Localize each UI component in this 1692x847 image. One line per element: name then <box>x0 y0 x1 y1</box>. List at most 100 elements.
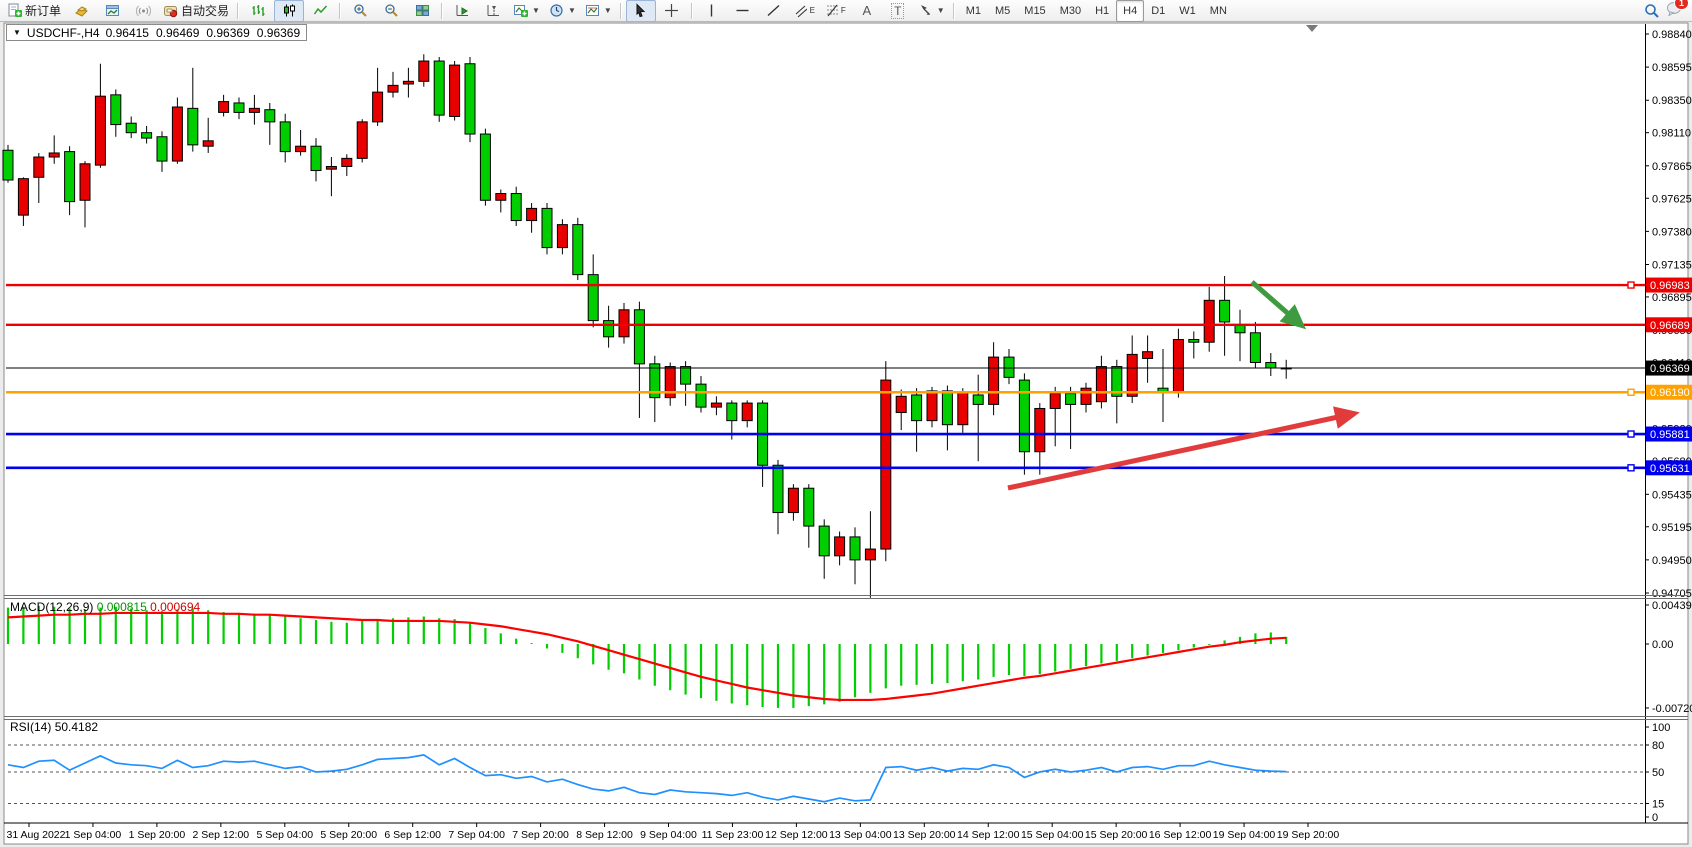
candle-body <box>218 101 230 113</box>
candle-body <box>141 132 153 139</box>
tile-windows-button[interactable] <box>407 0 437 22</box>
zoom-out-button[interactable] <box>376 0 406 22</box>
line-chart-type-button[interactable] <box>305 0 335 22</box>
price-lines[interactable]: 0.96983 0.96689 0.96369 0.96190 0.95881 0.956… <box>6 277 1692 476</box>
timeframe-H1-button[interactable]: H1 <box>1095 4 1110 17</box>
chart-shift-button[interactable] <box>478 0 508 22</box>
svg-text:80: 80 <box>1652 740 1664 752</box>
macd-name: MACD(12,26,9) <box>10 600 94 614</box>
candle-body <box>1265 362 1277 369</box>
price-badge-label: 0.96369 <box>1650 363 1690 375</box>
notifications-button[interactable]: 1 <box>1666 0 1689 21</box>
macd-signal-value: 0.000694 <box>150 600 201 614</box>
periods-button[interactable]: ▼ <box>545 0 580 22</box>
channel-tool-button[interactable]: E <box>790 0 820 22</box>
candle-body <box>649 363 661 399</box>
bar-chart-type-button[interactable] <box>243 0 273 22</box>
indicators-button[interactable]: ▼ <box>509 0 544 22</box>
candle-body <box>1249 332 1261 364</box>
autotrading-button[interactable]: 自动交易 <box>159 0 233 22</box>
timeframe-M5-button[interactable]: M5 <box>995 4 1011 17</box>
candle-body <box>772 464 784 514</box>
macd-indicator-label: MACD(12,26,9) 0.000815 0.000694 <box>10 600 200 614</box>
price-badge-label: 0.95631 <box>1650 463 1690 475</box>
cursor-tool-button[interactable] <box>625 0 656 22</box>
candle-body <box>1126 353 1138 397</box>
chart-window-button[interactable] <box>97 0 127 22</box>
zoom-in-button[interactable] <box>345 0 375 22</box>
auto-scroll-button[interactable] <box>447 0 477 22</box>
vertical-line-tool-button[interactable] <box>697 0 727 22</box>
candle-body <box>1065 393 1077 405</box>
timeframe-M30-button[interactable]: M30 <box>1059 4 1082 17</box>
vertical-line-icon <box>711 4 713 17</box>
text-tool-button[interactable]: A <box>852 0 882 22</box>
svg-text:0.96895: 0.96895 <box>1652 292 1692 304</box>
candle-body <box>94 95 106 166</box>
templates-button[interactable]: ▼ <box>581 0 616 22</box>
new-order-icon <box>8 3 22 17</box>
svg-text:0.94950: 0.94950 <box>1652 555 1692 567</box>
quotes-button[interactable] <box>66 0 96 22</box>
candle-body <box>680 366 692 385</box>
text-label-tool-button[interactable]: T <box>883 0 913 22</box>
date-label: 1 Sep 04:00 <box>65 829 122 841</box>
crosshair-tool-button[interactable] <box>657 0 687 22</box>
gold-box-icon <box>74 6 88 17</box>
price-badge-label: 0.96689 <box>1650 320 1690 332</box>
date-label: 7 Sep 20:00 <box>512 829 569 841</box>
chart-shift-icon <box>487 5 499 16</box>
arrows-tool-button[interactable]: ▼ <box>914 0 949 22</box>
timeframe-D1-button[interactable]: D1 <box>1151 4 1166 17</box>
horizontal-line-tool-button[interactable] <box>728 0 758 22</box>
timeframe-M15-button[interactable]: M15 <box>1024 4 1046 17</box>
main-toolbar: 新订单 自动交易 <box>0 0 1692 22</box>
candle-body <box>972 394 984 405</box>
candlestick-chart-type-button[interactable] <box>274 0 305 22</box>
dropdown-caret-icon: ▼ <box>567 6 576 15</box>
price-badge <box>1646 360 1692 376</box>
add-indicator-icon <box>514 5 529 17</box>
candle-body <box>726 402 738 422</box>
chart-title-bar[interactable]: ▼ USDCHF-,H4 0.96415 0.96469 0.96369 0.9… <box>6 24 308 41</box>
macd-panel: 0.004394 0.00 -0.007206 <box>6 600 1692 715</box>
signals-button[interactable] <box>128 0 158 22</box>
signal-waves-icon <box>135 5 151 17</box>
search-icon[interactable] <box>1644 3 1660 19</box>
date-label: 9 Sep 04:00 <box>640 829 697 841</box>
autotrading-label: 自动交易 <box>181 4 230 18</box>
timeframe-W1-button[interactable]: W1 <box>1179 4 1196 17</box>
fibonacci-tool-button[interactable]: F <box>821 0 851 22</box>
channel-tool-letter: E <box>809 6 815 15</box>
candle-body <box>264 109 276 123</box>
candle-body <box>248 107 260 113</box>
up-trend-arrow[interactable] <box>1007 406 1360 491</box>
candle-body <box>64 151 76 203</box>
candle-body <box>48 152 60 158</box>
dropdown-caret-icon: ▼ <box>936 6 945 15</box>
down-trend-arrow[interactable] <box>1250 280 1307 330</box>
new-order-button[interactable]: 新订单 <box>3 0 65 22</box>
timeframe-M1-button[interactable]: M1 <box>965 4 981 17</box>
rsi-name: RSI(14) <box>10 720 52 734</box>
candle-body <box>864 548 876 561</box>
timeframe-H4-button[interactable]: H4 <box>1116 0 1145 22</box>
candle-body <box>988 356 1000 405</box>
candle-body <box>202 140 214 147</box>
trendline-tool-button[interactable] <box>759 0 789 22</box>
candle-body <box>818 525 830 557</box>
chart-shift-marker[interactable] <box>1306 25 1318 32</box>
candle-body <box>926 390 938 422</box>
text-label-tool-icon: T <box>891 2 905 19</box>
fibonacci-tool-letter: F <box>840 6 846 15</box>
symbol-dropdown-icon[interactable]: ▼ <box>13 28 21 37</box>
candle-body <box>1219 299 1231 323</box>
date-label: 5 Sep 04:00 <box>256 829 313 841</box>
toolbar-separator <box>441 2 444 19</box>
candle-body <box>356 121 368 159</box>
timeframe-MN-button[interactable]: MN <box>1209 4 1227 17</box>
candle-body <box>1095 366 1107 403</box>
svg-text:50: 50 <box>1652 767 1664 779</box>
candle-body <box>541 207 553 249</box>
